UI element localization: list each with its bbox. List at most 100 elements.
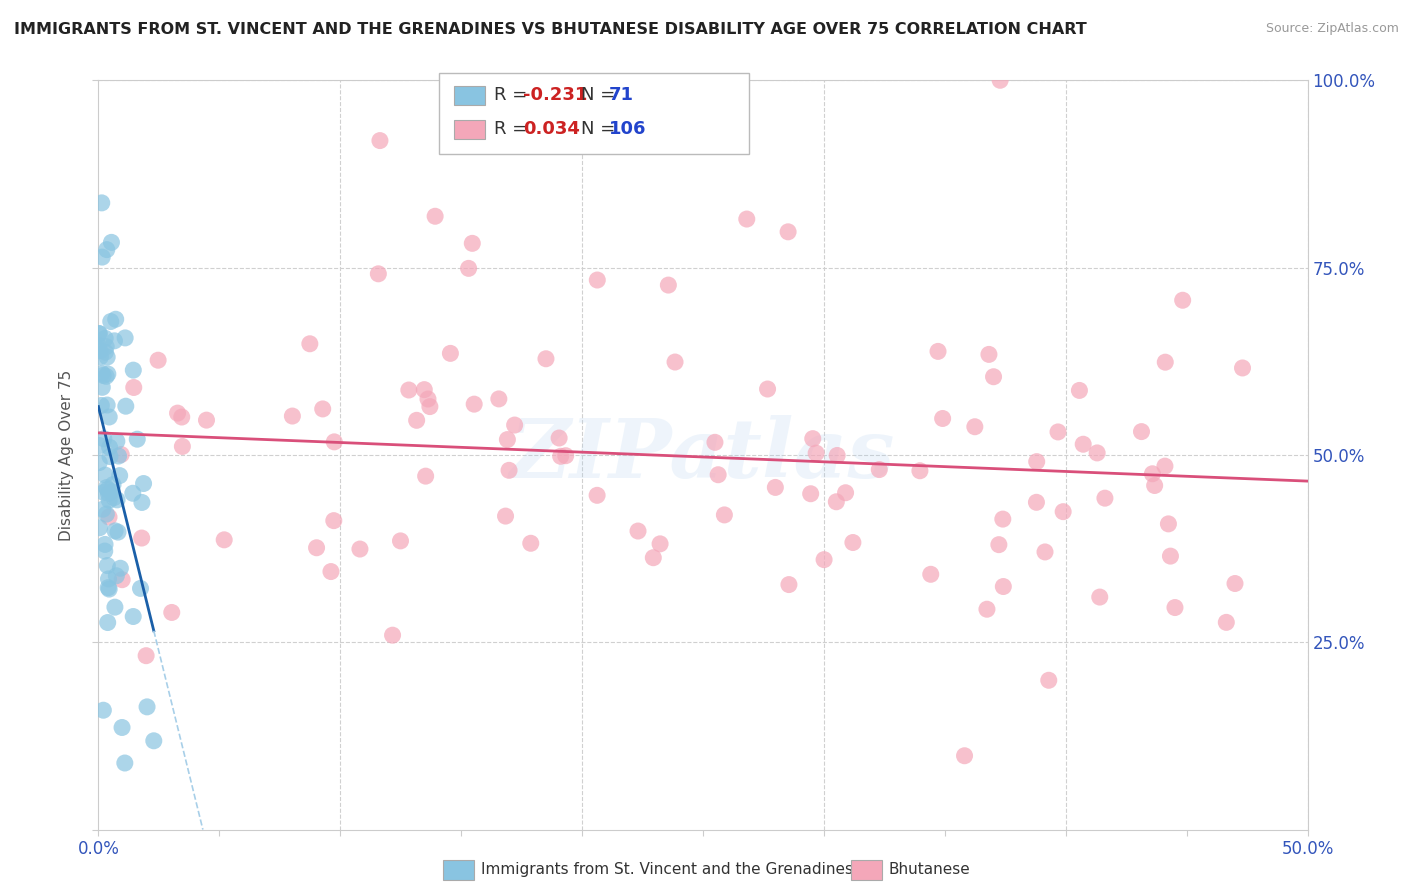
Point xyxy=(1025,455,1047,469)
Point xyxy=(94,331,117,345)
Point xyxy=(281,409,304,423)
Point xyxy=(122,380,145,394)
Point xyxy=(98,582,121,596)
Point xyxy=(98,450,121,464)
Point xyxy=(172,439,194,453)
Text: 71: 71 xyxy=(609,87,634,104)
Point xyxy=(103,491,125,505)
Point xyxy=(323,434,346,449)
Point xyxy=(976,602,998,616)
Point xyxy=(488,392,510,406)
Point xyxy=(114,756,136,770)
Point xyxy=(98,493,121,508)
Point xyxy=(104,600,127,615)
Point xyxy=(534,351,557,366)
Point xyxy=(381,628,404,642)
Point xyxy=(586,273,609,287)
Point xyxy=(1085,446,1108,460)
Point xyxy=(135,648,157,663)
Point xyxy=(305,541,328,555)
Point xyxy=(94,537,117,551)
Point xyxy=(993,580,1015,594)
Point xyxy=(89,521,111,535)
Point xyxy=(1154,355,1177,369)
Point xyxy=(415,469,437,483)
Point xyxy=(1159,549,1181,563)
Text: -0.231: -0.231 xyxy=(523,87,588,104)
Point xyxy=(91,368,114,383)
Point xyxy=(416,392,439,406)
Point xyxy=(1215,615,1237,630)
Point xyxy=(413,383,436,397)
Point xyxy=(108,468,131,483)
Point xyxy=(763,480,786,494)
Point xyxy=(107,449,129,463)
Point xyxy=(834,485,856,500)
Point xyxy=(520,536,543,550)
Text: 0.034: 0.034 xyxy=(523,120,579,138)
Point xyxy=(953,748,976,763)
Point xyxy=(110,448,132,462)
Point xyxy=(648,537,671,551)
Point xyxy=(90,399,112,413)
Point xyxy=(1069,384,1091,398)
Point xyxy=(987,538,1010,552)
Point xyxy=(160,606,183,620)
Point xyxy=(132,476,155,491)
Point xyxy=(97,486,120,500)
Point xyxy=(122,363,145,377)
Point xyxy=(166,406,188,420)
Point xyxy=(1047,425,1070,439)
Point xyxy=(735,212,758,227)
Point xyxy=(825,449,848,463)
Point xyxy=(100,484,122,499)
Point xyxy=(920,567,942,582)
Point xyxy=(97,483,120,497)
Point xyxy=(96,350,118,364)
Point xyxy=(97,581,120,595)
Point xyxy=(94,369,117,384)
Point xyxy=(98,409,121,424)
Text: ZIPatlas: ZIPatlas xyxy=(510,415,896,495)
Point xyxy=(91,250,114,264)
Point xyxy=(963,419,986,434)
Point xyxy=(927,344,949,359)
Point xyxy=(495,509,517,524)
Point xyxy=(496,433,519,447)
Text: N =: N = xyxy=(581,87,620,104)
Point xyxy=(439,346,461,360)
Point xyxy=(1232,361,1254,376)
Point xyxy=(96,558,118,573)
Point xyxy=(98,510,121,524)
Point xyxy=(1071,437,1094,451)
Point xyxy=(657,278,679,293)
Text: R =: R = xyxy=(494,87,533,104)
Text: IMMIGRANTS FROM ST. VINCENT AND THE GRENADINES VS BHUTANESE DISABILITY AGE OVER : IMMIGRANTS FROM ST. VINCENT AND THE GREN… xyxy=(14,22,1087,37)
Point xyxy=(111,721,134,735)
Point xyxy=(419,400,441,414)
Point xyxy=(1171,293,1194,308)
Point xyxy=(136,699,159,714)
Point xyxy=(1130,425,1153,439)
Point xyxy=(804,446,827,460)
Point xyxy=(389,533,412,548)
Point xyxy=(713,508,735,522)
Point xyxy=(97,572,120,586)
Point xyxy=(1164,600,1187,615)
Point xyxy=(643,550,665,565)
Point xyxy=(212,533,235,547)
Point xyxy=(550,450,572,464)
Point xyxy=(142,733,165,747)
Point xyxy=(664,355,686,369)
Point xyxy=(463,397,485,411)
Text: R =: R = xyxy=(494,120,533,138)
Point xyxy=(1142,467,1164,481)
Point xyxy=(1094,491,1116,505)
Point xyxy=(131,495,153,509)
Point xyxy=(96,243,118,257)
Point xyxy=(96,340,118,354)
Point xyxy=(91,502,114,516)
Point xyxy=(461,236,484,251)
Text: N =: N = xyxy=(581,120,620,138)
Text: Bhutanese: Bhutanese xyxy=(889,863,970,877)
